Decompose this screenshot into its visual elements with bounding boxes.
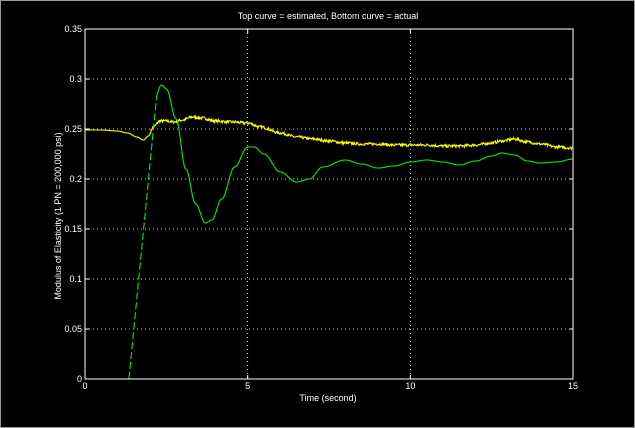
- actual-curve: [156, 84, 574, 224]
- estimated-curve: [85, 114, 574, 151]
- y-tick-label: 0.25: [64, 124, 82, 134]
- y-tick-label: 0.35: [64, 24, 82, 34]
- axis-ticks: 0 5 10 15 0 0.05 0.1 0.15 0.2 0.25 0.3 0.35: [64, 24, 578, 391]
- x-tick-label: 15: [568, 381, 578, 391]
- y-tick-label: 0.05: [64, 324, 82, 334]
- x-tick-label: 5: [245, 381, 250, 391]
- axes-box: [84, 28, 574, 380]
- y-tick-label: 0.3: [69, 74, 82, 84]
- x-axis-label: Time (second): [299, 393, 356, 403]
- chart-title: Top curve = estimated, Bottom curve = ac…: [238, 11, 419, 21]
- y-tick-label: 0.2: [69, 174, 82, 184]
- grid-lines: [85, 29, 573, 379]
- x-tick-label: 10: [405, 381, 415, 391]
- y-tick-label: 0.15: [64, 224, 82, 234]
- y-tick-label: 0.1: [69, 274, 82, 284]
- actual-curve-ramp: [128, 96, 158, 380]
- x-tick-label: 0: [82, 381, 87, 391]
- y-axis-label: Modulus of Elasticity (1 PN = 200,000 ps…: [53, 132, 63, 299]
- y-tick-label: 0: [77, 374, 82, 384]
- estimated-series: [85, 114, 574, 151]
